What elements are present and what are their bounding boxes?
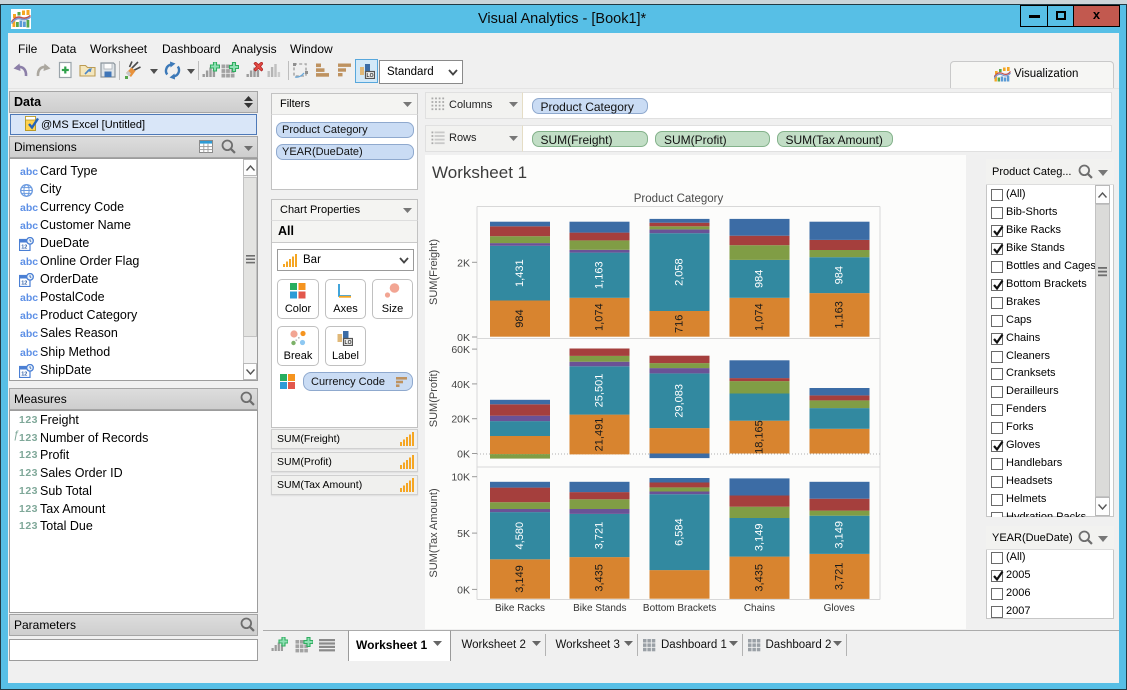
svg-text:Bottom Brackets: Bottom Brackets (643, 603, 716, 614)
svg-text:Bike Stands: Bike Stands (573, 603, 626, 614)
svg-text:3,435: 3,435 (593, 564, 605, 592)
svg-text:18,165: 18,165 (753, 420, 765, 454)
svg-text:21,491: 21,491 (593, 418, 605, 452)
svg-text:12: 12 (21, 371, 27, 377)
svg-text:984: 984 (833, 266, 845, 284)
svg-text:3,149: 3,149 (514, 565, 526, 593)
svg-text:1,431: 1,431 (514, 259, 526, 287)
svg-text:Worksheet 1: Worksheet 1 (432, 163, 527, 182)
svg-text:40K: 40K (451, 379, 470, 391)
svg-text:3,721: 3,721 (593, 522, 605, 550)
svg-text:LO: LO (367, 73, 374, 79)
svg-text:1,074: 1,074 (753, 303, 765, 331)
svg-text:Bike Racks: Bike Racks (495, 603, 545, 614)
svg-text:12: 12 (21, 244, 27, 250)
svg-text:25,501: 25,501 (593, 374, 605, 408)
svg-text:12: 12 (21, 281, 27, 287)
svg-text:LO: LO (345, 340, 352, 346)
svg-text:2,058: 2,058 (673, 258, 685, 286)
svg-text:1,163: 1,163 (593, 261, 605, 289)
svg-text:60K: 60K (451, 344, 470, 356)
svg-text:0K: 0K (457, 449, 470, 461)
svg-text:0K: 0K (457, 332, 470, 344)
svg-text:SUM(Tax Amount): SUM(Tax Amount) (428, 488, 440, 577)
svg-text:0K: 0K (457, 584, 470, 596)
svg-text:Product Category: Product Category (634, 193, 724, 205)
svg-text:Chains: Chains (744, 603, 775, 614)
svg-text:1,074: 1,074 (593, 303, 605, 331)
svg-text:6,584: 6,584 (673, 518, 685, 546)
svg-text:3,721: 3,721 (833, 563, 845, 591)
svg-text:SUM(Freight): SUM(Freight) (428, 239, 440, 305)
svg-text:4,580: 4,580 (514, 522, 526, 550)
svg-text:2K: 2K (457, 257, 470, 269)
svg-text:3,149: 3,149 (753, 524, 765, 552)
svg-text:984: 984 (514, 309, 526, 327)
svg-text:984: 984 (753, 270, 765, 288)
svg-text:10K: 10K (451, 472, 470, 484)
svg-text:Gloves: Gloves (824, 603, 855, 614)
svg-text:SUM(Profit): SUM(Profit) (428, 370, 440, 427)
svg-text:3,149: 3,149 (833, 521, 845, 549)
svg-text:29,083: 29,083 (673, 384, 685, 418)
svg-text:20K: 20K (451, 414, 470, 426)
svg-text:1,163: 1,163 (833, 301, 845, 329)
svg-text:3,435: 3,435 (753, 564, 765, 592)
svg-text:716: 716 (673, 315, 685, 333)
svg-text:5K: 5K (457, 528, 470, 540)
